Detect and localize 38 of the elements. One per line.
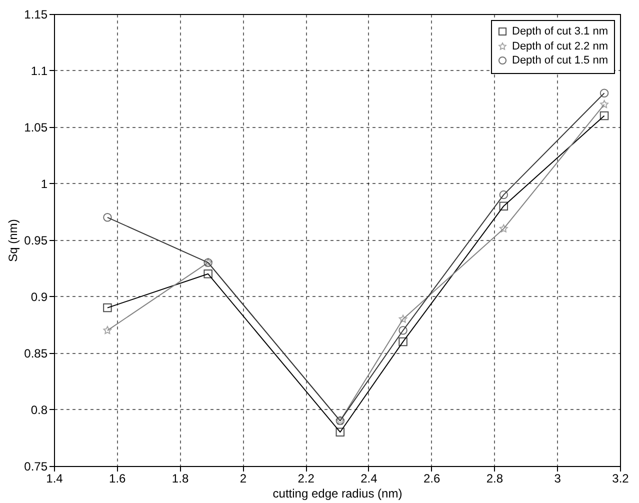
x-axis-title: cutting edge radius (nm) [272, 486, 402, 500]
x-tick-label: 2.8 [486, 472, 504, 486]
x-tick-label: 2.6 [423, 472, 440, 486]
y-tick-label: 1.15 [24, 8, 48, 22]
point [499, 202, 508, 210]
x-tick-label: 2.4 [360, 472, 378, 486]
x-tick-label: 1.4 [46, 472, 64, 486]
y-tick-label: 0.75 [24, 460, 48, 474]
legend-label: Depth of cut 2.2 nm [512, 40, 608, 52]
point [103, 303, 112, 312]
point [398, 314, 408, 323]
y-tick-label: 0.8 [30, 403, 48, 417]
x-tick-label: 1.6 [109, 472, 126, 486]
point [499, 190, 508, 200]
point [600, 111, 609, 120]
legend-label: Depth of cut 1.5 nm [512, 54, 608, 66]
point [600, 88, 609, 98]
y-tick-label: 0.9 [30, 290, 48, 304]
point [103, 213, 112, 222]
x-tick-label: 2 [240, 472, 247, 486]
point [398, 337, 408, 346]
y-tick-label: 1.1 [30, 64, 48, 78]
point [600, 100, 608, 108]
x-tick-label: 3.2 [612, 472, 630, 486]
x-tick-label: 1.8 [172, 472, 189, 486]
x-tick-label: 3 [554, 472, 562, 486]
y-axis-title: Sq (nm) [6, 219, 20, 262]
point [103, 326, 112, 334]
y-tick-label: 1 [40, 177, 48, 191]
y-tick-label: 0.85 [24, 346, 48, 360]
y-tick-label: 1.05 [24, 120, 48, 134]
y-tick-label: 0.95 [24, 234, 48, 248]
point [398, 326, 408, 335]
x-tick-label: 2.2 [298, 472, 315, 486]
point [499, 224, 508, 232]
legend-label: Depth of cut 3.1 nm [512, 26, 608, 38]
point [336, 428, 345, 436]
point [204, 270, 212, 278]
